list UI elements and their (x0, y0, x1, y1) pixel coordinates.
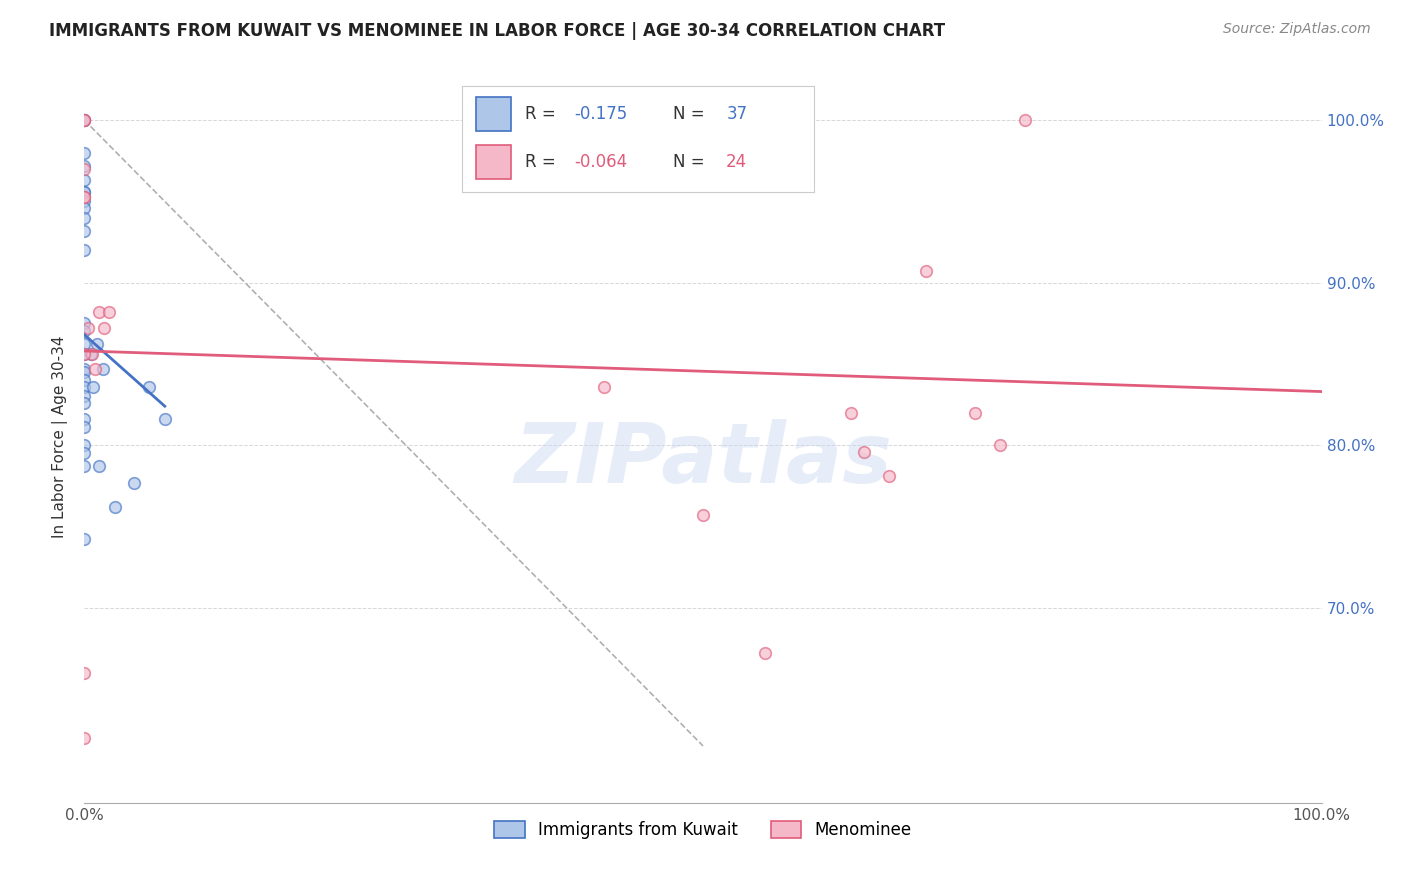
Point (852, 444, 875, 458)
Point (138, 380, 160, 394)
Point (988, 438, 1011, 452)
Point (73, 365, 96, 379)
Point (965, 406, 987, 420)
Point (73, 533, 96, 547)
Point (73, 185, 96, 199)
Point (73, 347, 96, 361)
Point (73, 189, 96, 203)
Point (73, 438, 96, 452)
Point (82, 380, 104, 394)
Point (877, 469, 900, 483)
Point (84, 361, 107, 376)
Point (73, 113, 96, 128)
Point (73, 159, 96, 173)
Point (93, 321, 115, 335)
Point (754, 646, 776, 660)
Point (73, 161, 96, 176)
Point (73, 113, 96, 128)
Point (89, 459, 111, 474)
Point (86, 337, 108, 351)
Point (73, 224, 96, 238)
Point (73, 189, 96, 203)
Point (73, 145, 96, 160)
Point (73, 113, 96, 128)
Point (73, 446, 96, 460)
Point (593, 380, 616, 394)
Point (73, 373, 96, 387)
Point (73, 113, 96, 128)
Point (104, 500, 127, 514)
Point (73, 361, 96, 376)
Point (73, 337, 96, 351)
Point (73, 420, 96, 434)
Legend: Immigrants from Kuwait, Menominee: Immigrants from Kuwait, Menominee (488, 814, 918, 846)
Point (73, 731, 96, 745)
Point (73, 211, 96, 225)
Point (692, 508, 714, 522)
Point (122, 475, 145, 490)
Point (73, 194, 96, 209)
Text: IMMIGRANTS FROM KUWAIT VS MENOMINEE IN LABOR FORCE | AGE 30-34 CORRELATION CHART: IMMIGRANTS FROM KUWAIT VS MENOMINEE IN L… (49, 22, 945, 40)
Point (73, 173, 96, 187)
Point (153, 412, 176, 426)
Text: Source: ZipAtlas.com: Source: ZipAtlas.com (1223, 22, 1371, 37)
Point (73, 665, 96, 680)
Point (73, 347, 96, 361)
Point (914, 264, 936, 278)
Point (73, 396, 96, 410)
Point (91, 361, 114, 376)
Point (73, 380, 96, 394)
Point (79, 347, 101, 361)
Point (73, 243, 96, 257)
Point (80, 347, 103, 361)
Point (841, 406, 863, 420)
Point (73, 459, 96, 474)
Point (77, 321, 100, 335)
Y-axis label: In Labor Force | Age 30-34: In Labor Force | Age 30-34 (52, 335, 69, 539)
Point (73, 412, 96, 426)
Point (1014, 113, 1036, 128)
Point (73, 316, 96, 330)
Point (89, 305, 111, 319)
Text: ZIPatlas: ZIPatlas (515, 418, 891, 500)
Point (73, 325, 96, 339)
Point (73, 185, 96, 199)
Point (73, 389, 96, 403)
Point (98, 305, 121, 319)
Point (73, 201, 96, 215)
